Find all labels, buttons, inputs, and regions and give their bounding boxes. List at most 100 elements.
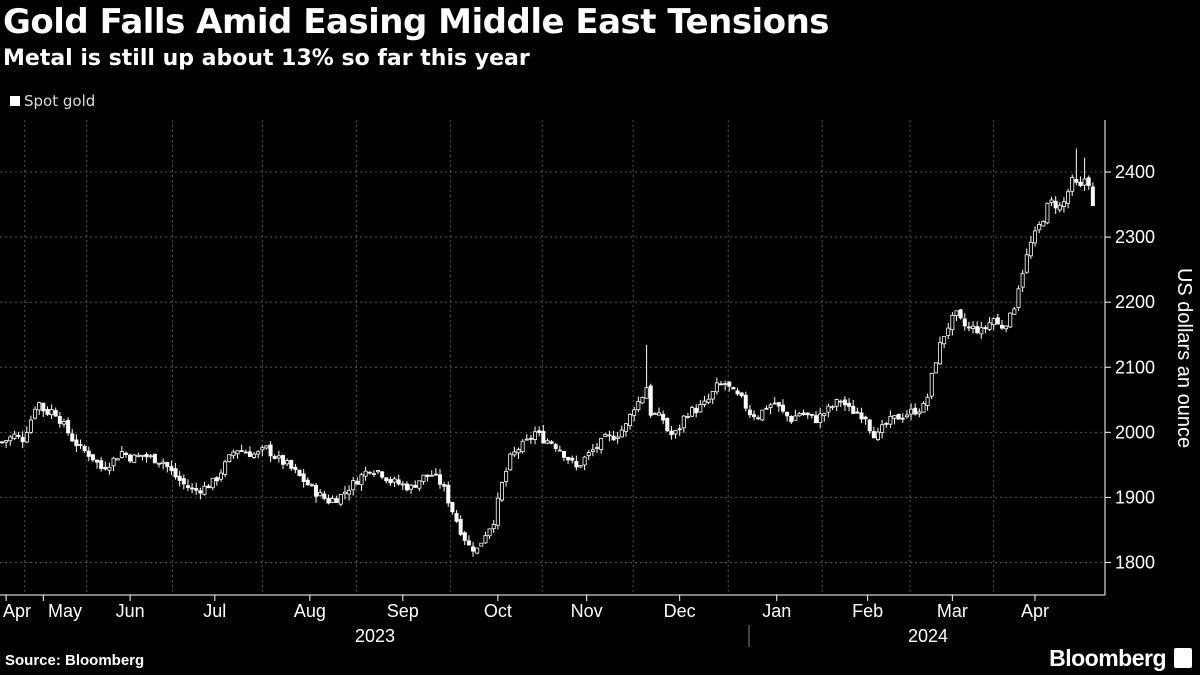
candle-body-down (243, 451, 248, 454)
candle (1078, 176, 1083, 188)
candle-body-down (454, 513, 459, 522)
candle-body-down (661, 413, 666, 421)
candle (615, 431, 620, 444)
candle (822, 412, 827, 422)
candle-body-down (297, 469, 302, 476)
candle-body-down (1074, 179, 1079, 183)
candle (1028, 235, 1033, 259)
candle (714, 377, 719, 395)
candle (871, 426, 876, 439)
candle (731, 386, 736, 390)
candle (0, 441, 4, 444)
candle (49, 404, 54, 420)
candle-body-down (809, 413, 814, 416)
x-tick-label-11: Mar (937, 601, 968, 621)
candle (528, 434, 533, 444)
candle (239, 444, 244, 452)
candle-body-up (12, 433, 17, 439)
candle-body-up (504, 470, 509, 482)
candle (1074, 148, 1079, 186)
candle-body-up (830, 406, 835, 409)
candle (347, 485, 352, 501)
candle-body-down (677, 428, 682, 431)
candle (537, 426, 542, 437)
candle (855, 407, 860, 414)
candle (384, 477, 389, 484)
candle (1008, 312, 1013, 328)
candle (413, 480, 418, 488)
candle-body-down (537, 430, 542, 433)
candle (512, 446, 517, 458)
candle-body-up (1057, 204, 1062, 211)
candle-body-down (404, 483, 409, 491)
candle-body-up (979, 327, 984, 335)
candle-body-down (190, 487, 195, 490)
candle (157, 462, 162, 468)
candle-body-up (818, 413, 823, 424)
candle (582, 455, 587, 471)
candle (1037, 221, 1042, 234)
candle-body-down (301, 473, 306, 482)
candle (995, 313, 1000, 325)
candle-body-up (256, 451, 261, 455)
candle-body-up (309, 484, 314, 487)
candle (20, 431, 25, 449)
candle-body-up (392, 478, 397, 483)
candle (326, 494, 331, 505)
candle (227, 454, 232, 463)
candle-body-down (442, 484, 447, 487)
candles (0, 148, 1095, 557)
candle (380, 470, 385, 480)
candle-body-down (814, 415, 819, 424)
candle-body-down (727, 381, 732, 387)
candle-body-up (276, 455, 281, 459)
source-note: Source: Bloomberg (5, 652, 145, 669)
candle (12, 430, 17, 441)
candle (900, 413, 905, 423)
candle-body-down (458, 518, 463, 535)
candle-body-down (173, 468, 178, 478)
candle-body-up (421, 474, 426, 482)
candle (86, 446, 91, 462)
candle-body-down (334, 498, 339, 504)
candle-body-down (268, 444, 273, 457)
candle (747, 404, 752, 419)
candle-body-up (880, 424, 885, 433)
candle (128, 453, 133, 463)
candle-body-up (925, 396, 930, 406)
candle (37, 401, 42, 415)
candle (45, 406, 50, 416)
candle-body-up (557, 449, 562, 452)
candle-body-down (165, 462, 170, 467)
candle-body-up (1016, 288, 1021, 308)
candle-body-up (351, 480, 356, 491)
candle (314, 483, 319, 503)
candle-body-down (123, 452, 128, 455)
candle-body-down (789, 416, 794, 423)
candle-body-down (99, 460, 104, 469)
candle (962, 313, 967, 331)
candle-body-up (1070, 177, 1075, 192)
candle-body-down (743, 394, 748, 409)
candle (177, 471, 182, 487)
bloomberg-icon (1174, 648, 1192, 668)
candle (801, 409, 806, 416)
candle (260, 445, 265, 457)
candle-body-down (665, 418, 670, 432)
candle-body-up (338, 493, 343, 505)
candle-body-down (962, 318, 967, 327)
candle (338, 493, 343, 507)
candle (1041, 220, 1046, 227)
candle (553, 442, 558, 452)
candle-body-down (863, 416, 868, 420)
x-tick-label-4: Aug (294, 601, 326, 621)
candle (462, 531, 467, 546)
candle-body-down (53, 410, 58, 417)
candle-body-down (913, 407, 918, 415)
candle-body-up (714, 382, 719, 393)
candle (921, 401, 926, 413)
axes: 1800 1900 2000 2100 2200 2300 2400 Apr May Jun Jul… (0, 120, 1195, 647)
candle (363, 466, 368, 481)
candle (987, 316, 992, 331)
candle (888, 410, 893, 428)
